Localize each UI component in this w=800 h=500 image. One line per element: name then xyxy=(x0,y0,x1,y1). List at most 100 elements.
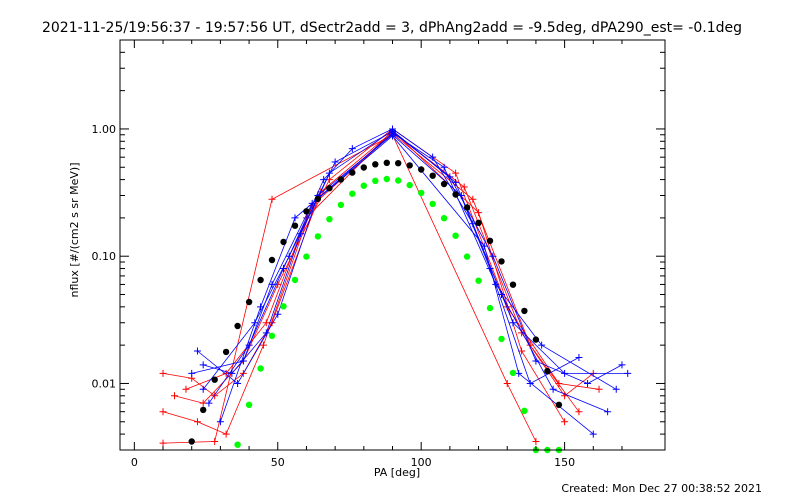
x-axis-label: PA [deg] xyxy=(374,466,420,479)
data-point-12-25 xyxy=(463,204,471,211)
data-point-6-7 xyxy=(446,173,454,181)
data-point-1-8 xyxy=(460,183,468,191)
data-point-13-9 xyxy=(326,216,333,223)
data-point-11-8 xyxy=(526,379,534,387)
data-point-7-3 xyxy=(274,310,282,318)
data-point-12-3 xyxy=(211,376,218,383)
data-point-12-27 xyxy=(486,237,494,244)
data-point-5-6 xyxy=(475,209,483,217)
data-point-12-5 xyxy=(234,322,241,330)
y-axis-label: nflux [#/(cm2 s sr MeV)] xyxy=(68,163,81,298)
data-point-12-6 xyxy=(245,298,253,306)
data-point-12-23 xyxy=(440,180,448,188)
data-point-12-7 xyxy=(257,276,264,284)
data-point-8-5 xyxy=(348,145,356,153)
data-point-8-3 xyxy=(280,265,287,273)
data-point-10-6 xyxy=(440,163,448,171)
data-point-13-16 xyxy=(406,181,413,189)
series-line-6 xyxy=(203,131,623,384)
series-line-2 xyxy=(162,133,580,435)
data-point-12-11 xyxy=(303,208,310,215)
data-point-12-4 xyxy=(222,348,230,356)
data-point-2-7 xyxy=(469,195,477,203)
data-point-11-1 xyxy=(199,385,207,393)
series-line-4 xyxy=(162,134,537,444)
data-point-12-21 xyxy=(418,166,425,173)
data-point-13-19 xyxy=(440,215,448,222)
data-point-13-1 xyxy=(234,441,241,448)
data-point-2-4 xyxy=(259,341,267,349)
data-point-6-4 xyxy=(297,230,305,238)
data-point-8-9 xyxy=(509,319,517,327)
data-point-4-1 xyxy=(159,439,167,447)
data-point-2-1 xyxy=(159,408,167,416)
y-tick-label-1: 0.10 xyxy=(92,250,117,263)
data-point-7-9 xyxy=(604,408,612,416)
data-point-13-2 xyxy=(245,401,253,408)
data-point-7-2 xyxy=(234,379,242,387)
data-point-12-10 xyxy=(291,222,299,229)
data-point-3-10 xyxy=(595,385,603,393)
data-point-13-18 xyxy=(429,200,436,208)
series-line-5 xyxy=(185,130,565,423)
x-tick-label-150: 150 xyxy=(554,456,575,469)
data-point-12-17 xyxy=(372,161,379,168)
plot-frame xyxy=(119,39,666,451)
data-point-2-3 xyxy=(222,430,230,438)
data-point-4-2 xyxy=(211,437,219,445)
data-point-11-7 xyxy=(486,265,494,273)
data-point-12-9 xyxy=(280,238,287,246)
axis-frame-group xyxy=(119,39,666,451)
data-point-13-11 xyxy=(349,190,356,197)
plot-series-group xyxy=(159,125,632,454)
data-point-8-10 xyxy=(561,369,569,377)
data-point-7-8 xyxy=(549,385,557,393)
data-point-13-23 xyxy=(486,304,494,312)
data-point-6-3 xyxy=(262,329,270,337)
data-point-9-1 xyxy=(216,418,224,426)
data-point-2-2 xyxy=(193,418,201,426)
data-point-5-8 xyxy=(561,418,569,426)
data-point-12-18 xyxy=(383,159,390,166)
x-tick-label-100: 100 xyxy=(411,456,432,469)
data-point-9-5 xyxy=(480,242,488,250)
data-point-12-28 xyxy=(498,258,505,265)
data-point-12-24 xyxy=(452,191,459,198)
data-point-6-1 xyxy=(199,361,207,369)
data-point-5-1 xyxy=(182,385,190,393)
data-point-2-9 xyxy=(575,408,583,416)
data-point-13-13 xyxy=(372,177,379,184)
data-point-5-3 xyxy=(262,319,270,327)
data-point-13-10 xyxy=(337,201,345,209)
data-point-13-7 xyxy=(303,253,310,260)
data-point-13-21 xyxy=(463,253,471,260)
x-tick-label-0: 0 xyxy=(131,456,138,469)
axis-ticks-group: 0 50 100 150 0.01 0.10 1.00 xyxy=(92,40,665,469)
series-line-10 xyxy=(191,132,617,390)
data-point-6-9 xyxy=(532,357,540,365)
created-footer: Created: Mon Dec 27 00:38:52 2021 xyxy=(561,482,762,495)
data-point-6-8 xyxy=(489,252,497,260)
chart-title: 2021-11-25/19:56:37 - 19:57:56 UT, dSect… xyxy=(42,20,742,36)
y-tick-label-0: 0.01 xyxy=(92,377,117,390)
data-point-13-20 xyxy=(452,232,459,239)
data-point-10-2 xyxy=(239,357,247,365)
data-point-11-9 xyxy=(575,353,583,361)
data-point-13-4 xyxy=(268,332,276,339)
data-point-12-19 xyxy=(395,160,402,167)
data-point-8-1 xyxy=(205,399,213,407)
data-point-12-1 xyxy=(188,438,195,445)
data-point-9-6 xyxy=(515,369,523,377)
data-point-12-33 xyxy=(555,401,563,408)
data-point-13-6 xyxy=(291,276,299,284)
data-point-3-9 xyxy=(555,379,563,387)
data-point-6-11 xyxy=(618,361,626,369)
data-point-13-24 xyxy=(498,335,505,343)
data-point-11-3 xyxy=(285,252,293,260)
data-point-11-4 xyxy=(325,169,333,177)
data-point-13-25 xyxy=(509,369,517,377)
data-point-1-3 xyxy=(211,392,219,400)
data-point-4-5 xyxy=(503,379,511,387)
data-point-7-1 xyxy=(193,347,201,355)
